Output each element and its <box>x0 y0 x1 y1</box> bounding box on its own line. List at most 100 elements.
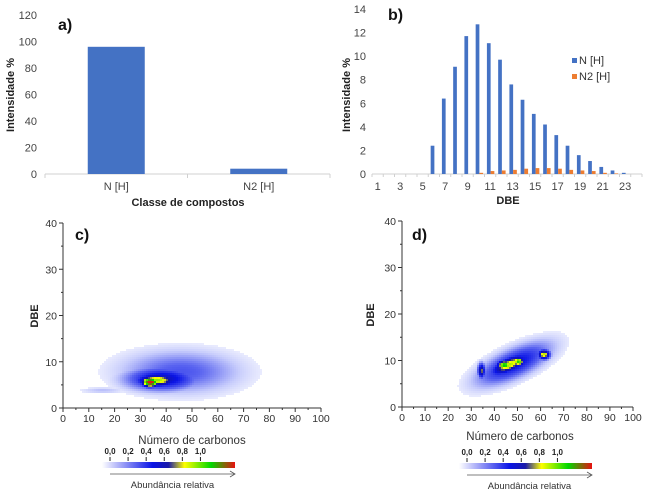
heat-cell <box>128 353 130 355</box>
heat-cell <box>543 363 545 365</box>
heat-cell <box>471 377 473 379</box>
heat-cell <box>152 363 154 365</box>
heat-cell <box>559 339 561 341</box>
heat-cell <box>513 353 515 355</box>
heat-cell <box>204 371 206 373</box>
heat-cell <box>220 379 222 381</box>
heat-cell <box>126 365 128 367</box>
heat-cell <box>196 371 198 373</box>
heat-cell <box>483 377 485 379</box>
heat-cell <box>515 385 517 387</box>
heat-cell <box>174 393 176 395</box>
heat-cell <box>134 395 136 397</box>
heat-cell <box>507 345 509 347</box>
heat-cell <box>158 395 160 397</box>
heat-cell <box>491 357 493 359</box>
heat-cell <box>557 359 559 361</box>
heat-cell <box>499 349 501 351</box>
heat-cell <box>148 387 150 389</box>
heat-cell <box>122 355 124 357</box>
heat-cell <box>505 375 507 377</box>
heat-cell <box>226 393 228 395</box>
heat-cell <box>525 339 527 341</box>
heat-cell <box>537 349 539 351</box>
heat-cell <box>182 391 184 393</box>
heat-cell <box>228 381 230 383</box>
heat-cell <box>224 357 226 359</box>
heat-cell <box>158 367 160 369</box>
heat-cell <box>224 375 226 377</box>
heat-cell <box>549 331 551 333</box>
heat-cell <box>240 359 242 361</box>
heat-cell <box>222 395 224 397</box>
heat-cell <box>126 359 128 361</box>
heat-cell <box>212 393 214 395</box>
heat-cell <box>144 351 146 353</box>
heat-cell <box>545 331 547 333</box>
heat-cell <box>136 357 138 359</box>
heat-cell <box>497 351 499 353</box>
heat-cell <box>164 371 166 373</box>
heat-cell <box>238 359 240 361</box>
heat-cell <box>158 363 160 365</box>
heat-cell <box>244 369 246 371</box>
heat-cell <box>485 369 487 371</box>
heat-cell <box>106 369 108 371</box>
heat-cell <box>475 395 477 397</box>
heat-cell <box>250 369 252 371</box>
heat-cell <box>473 383 475 385</box>
heat-cell <box>218 361 220 363</box>
heat-cell <box>194 369 196 371</box>
heat-cell <box>134 389 136 391</box>
heat-cell <box>551 341 553 343</box>
heat-cell <box>493 389 495 391</box>
heat-cell <box>507 365 509 367</box>
heat-cell <box>537 359 539 361</box>
heat-cell <box>513 385 515 387</box>
heat-cell <box>170 347 172 349</box>
heat-cell <box>162 395 164 397</box>
heat-cell <box>497 347 499 349</box>
heat-cell <box>513 349 515 351</box>
heat-cell <box>180 393 182 395</box>
heat-cell <box>140 381 142 383</box>
heat-cell <box>176 377 178 379</box>
heat-cell <box>198 359 200 361</box>
heat-cell <box>465 389 467 391</box>
heat-cell <box>164 355 166 357</box>
heat-cell <box>483 385 485 387</box>
heat-cell <box>126 387 128 389</box>
heat-cell <box>172 379 174 381</box>
heat-cell <box>497 375 499 377</box>
heat-cell <box>511 355 513 357</box>
heat-cell <box>170 385 172 387</box>
heat-cell <box>553 341 555 343</box>
heat-cell <box>535 357 537 359</box>
bar-n-dbe-15 <box>531 113 536 174</box>
heat-cell <box>208 355 210 357</box>
heat-cell <box>154 395 156 397</box>
x-tick-label: 100 <box>624 412 642 424</box>
heat-cell <box>182 377 184 379</box>
heat-cell <box>170 367 172 369</box>
heat-cell <box>495 349 497 351</box>
heat-cell <box>190 383 192 385</box>
heat-cell <box>158 391 160 393</box>
heat-cell <box>234 391 236 393</box>
heat-cell <box>549 343 551 345</box>
heat-cell <box>126 389 128 391</box>
heat-cell <box>106 377 108 379</box>
heat-cell <box>258 375 260 377</box>
y-tick-label: 30 <box>384 263 396 275</box>
heat-cell <box>493 361 495 363</box>
heat-cell <box>130 359 132 361</box>
heat-cell <box>531 363 533 365</box>
heat-cell <box>509 351 511 353</box>
heat-cell <box>248 373 250 375</box>
heat-cell <box>475 381 477 383</box>
heat-cell <box>164 379 166 381</box>
heat-cell <box>505 363 507 365</box>
heat-cell <box>503 357 505 359</box>
heat-cell <box>529 347 531 349</box>
